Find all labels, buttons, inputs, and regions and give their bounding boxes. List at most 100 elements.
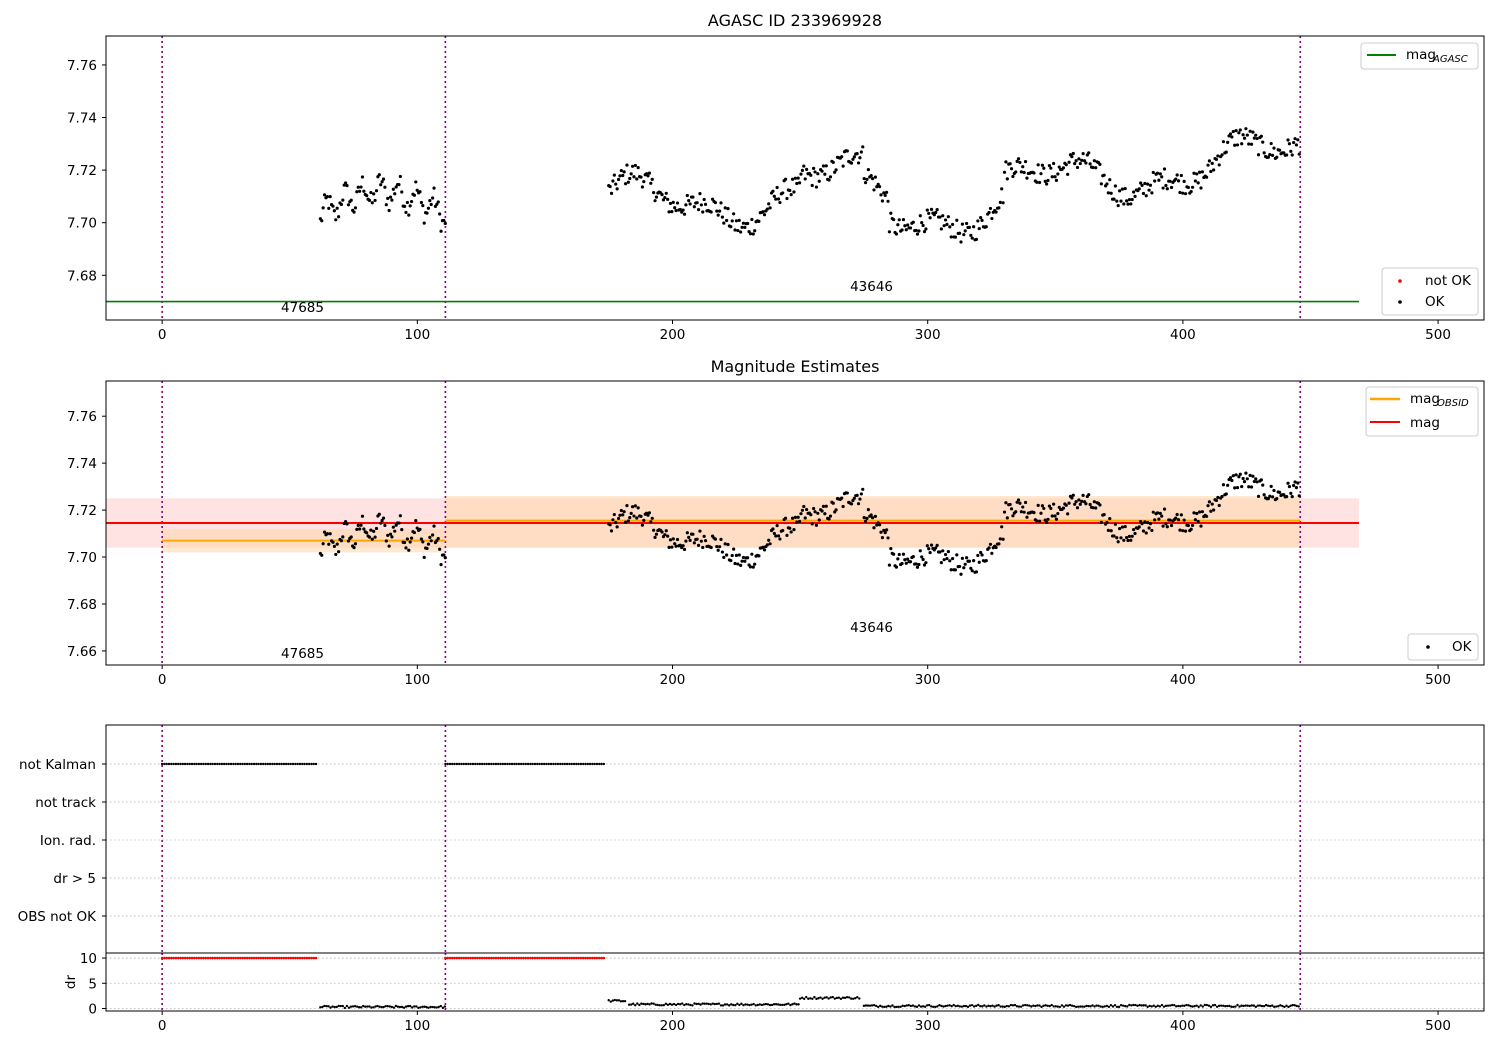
dr-saturated-point: [243, 956, 247, 960]
p2-ok-point: [1091, 506, 1095, 510]
dr-saturated-point: [448, 956, 452, 960]
p1-ok-point: [646, 174, 650, 178]
p2-ok-point: [990, 551, 994, 555]
p2-ok-point: [1169, 523, 1174, 528]
dr-saturated-point: [310, 956, 313, 960]
flag-point-not-kalman: [291, 762, 295, 766]
p1-ok-point: [733, 228, 737, 232]
p2-ok-point: [421, 540, 425, 544]
p1-ok-point: [701, 210, 705, 214]
dr-saturated-point: [480, 956, 484, 960]
dr-point: [1158, 1005, 1162, 1008]
dr-saturated-point: [494, 956, 498, 960]
p1-ok-point: [920, 220, 924, 225]
p1-ok-point: [863, 181, 868, 185]
p1-ok-point: [636, 165, 640, 170]
p2-ok-point: [418, 527, 422, 531]
p1-ok-point: [1014, 170, 1018, 174]
dr-point: [1228, 1004, 1231, 1008]
dr-point: [1003, 1005, 1006, 1009]
dr-point: [1058, 1005, 1062, 1009]
dr-point: [656, 1003, 659, 1007]
p1-ok-point: [934, 210, 938, 215]
dr-point: [1130, 1004, 1133, 1007]
p2-ok-point: [337, 550, 341, 554]
flag-point-not-kalman: [579, 762, 583, 766]
dr-saturated-point: [174, 956, 178, 960]
dr-point: [1075, 1005, 1078, 1009]
dr-point: [849, 997, 853, 1000]
p1-ok-point: [628, 176, 632, 181]
dr-point: [923, 1005, 927, 1008]
flag-category-label: Ion. rad.: [40, 833, 96, 849]
p2-ok-point: [352, 546, 356, 550]
dr-point: [972, 1005, 976, 1008]
p2-ok-point: [388, 532, 393, 536]
p1-ok-point: [1195, 172, 1199, 176]
p2-ok-point: [398, 514, 402, 518]
p1-ok-point: [1008, 162, 1012, 166]
dr-saturated-point: [266, 956, 270, 960]
dr-saturated-point: [552, 956, 555, 960]
p1-ok-point: [904, 228, 908, 232]
dr-saturated-point: [236, 956, 240, 960]
dr-point: [815, 997, 818, 1001]
p2-xtick-label-200: 200: [660, 672, 686, 688]
dr-saturated-point: [222, 956, 226, 960]
dr-point: [807, 997, 810, 1000]
p2-ok-point: [618, 513, 622, 517]
p1-ok-point: [1050, 175, 1054, 179]
dr-point: [1277, 1005, 1280, 1008]
p2-ok-point: [1157, 517, 1161, 521]
dr-point: [1211, 1004, 1215, 1007]
p2-ytick-label-7.7: 7.70: [67, 550, 97, 566]
dr-point: [1089, 1005, 1092, 1008]
dr-point: [1028, 1004, 1031, 1007]
p2-ok-point: [987, 546, 991, 550]
p2-ok-point: [852, 496, 856, 500]
p1-ok-point: [823, 172, 827, 176]
dr-point: [1240, 1004, 1243, 1007]
dr-point: [627, 1003, 631, 1006]
p2-ok-point: [865, 516, 869, 520]
dr-saturated-point: [255, 956, 258, 960]
dr-point: [623, 999, 627, 1003]
p2-ok-point: [1196, 519, 1200, 524]
dr-point: [1203, 1003, 1207, 1007]
p1-ok-point: [1161, 186, 1165, 190]
p1-ok-point: [938, 215, 942, 219]
p4-xtick-label-500: 500: [1425, 1018, 1451, 1034]
dr-saturated-point: [469, 956, 472, 960]
p4-xtick-label-300: 300: [915, 1018, 941, 1034]
p2-ok-point: [1120, 525, 1125, 529]
p2-ok-point: [419, 537, 424, 541]
p2-ok-point: [1237, 475, 1241, 479]
p1-ok-point: [1262, 151, 1266, 155]
p2-ok-point: [805, 507, 809, 512]
dr-point: [1124, 1004, 1127, 1008]
p2-ok-point: [614, 520, 618, 525]
p1-ok-point: [1261, 140, 1265, 144]
dr-point: [1285, 1004, 1288, 1007]
p1-ok-point: [1266, 155, 1270, 159]
p2-ok-point: [908, 560, 913, 564]
p1-legend-points: [1381, 267, 1479, 316]
p1-ok-point: [1197, 170, 1202, 174]
dr-saturated-point: [503, 956, 507, 960]
dr-point: [652, 1002, 655, 1005]
p1-ok-point: [723, 206, 727, 210]
dr-point: [1056, 1005, 1060, 1008]
dr-point: [1252, 1004, 1256, 1007]
p1-ok-point: [1139, 181, 1143, 185]
p2-ok-point: [775, 523, 779, 528]
dr-point: [321, 1005, 324, 1009]
p1-ok-point: [746, 221, 750, 226]
flag-point-not-kalman: [563, 762, 567, 766]
p2-ok-point: [1080, 499, 1084, 503]
p1-ok-point: [386, 196, 390, 201]
dr-point: [829, 996, 832, 999]
dr-point: [1062, 1005, 1066, 1008]
p2-ok-point: [1123, 524, 1127, 529]
dr-saturated-point: [160, 956, 164, 960]
p1-ok-point: [927, 211, 931, 216]
